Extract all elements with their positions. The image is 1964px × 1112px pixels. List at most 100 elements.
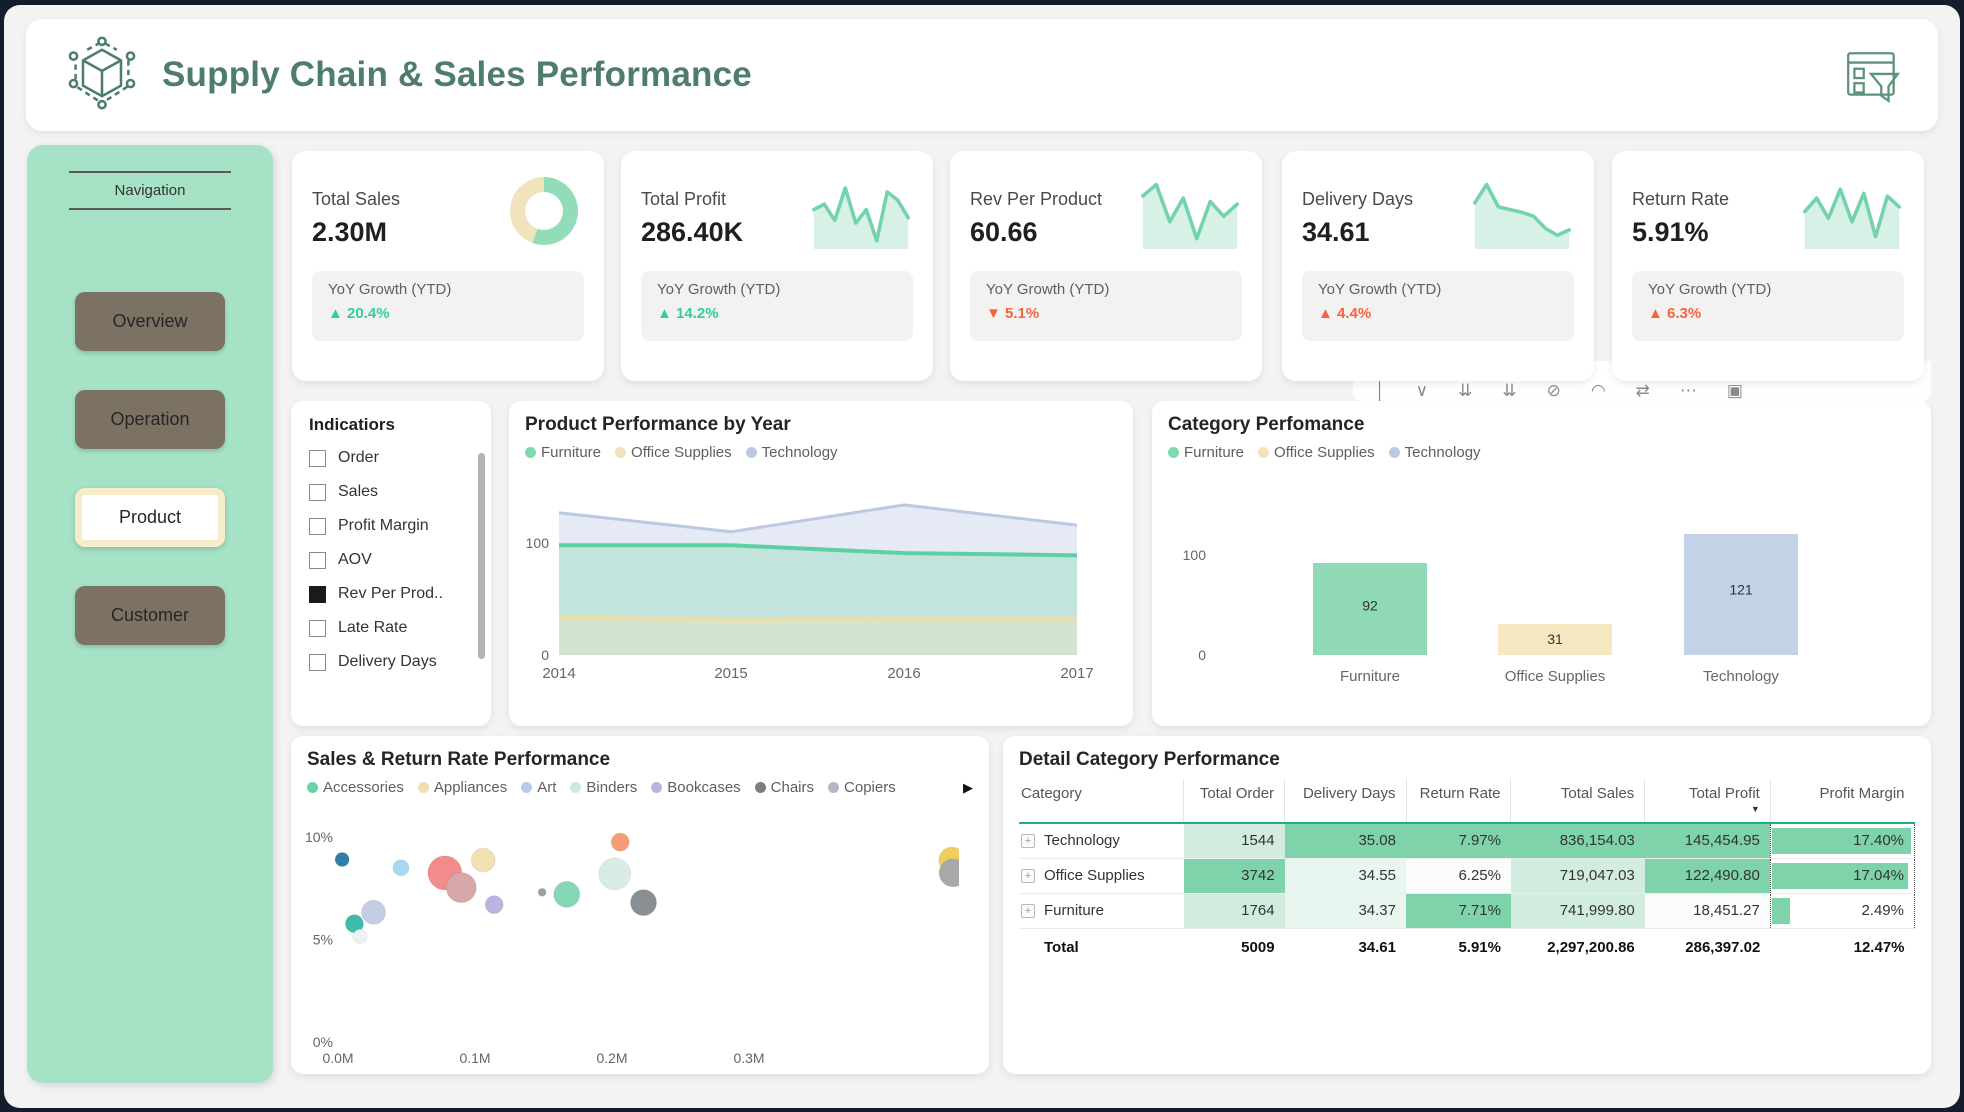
indicator-option-profit-margin[interactable]: Profit Margin [291,509,491,543]
column-header-category[interactable]: Category [1021,785,1082,802]
column-header-delivery-days[interactable]: Delivery Days [1284,779,1406,823]
svg-text:31: 31 [1547,631,1563,647]
svg-text:0.3M: 0.3M [733,1050,764,1066]
legend-item-office-supplies[interactable]: Office Supplies [615,444,732,461]
slicer-scrollbar[interactable] [478,453,485,659]
indicator-option-sales[interactable]: Sales [291,475,491,509]
table-total-row: Total 5009 34.61 5.91% 2,297,200.86 286,397.0… [1019,927,1915,966]
profit-margin-data-bar [1771,897,1791,924]
legend-label: Office Supplies [1274,444,1375,461]
kpi-label: Total Sales [312,189,401,209]
sidebar-item-customer[interactable]: Customer [75,586,225,645]
kpi-info: Total Sales 2.30M [312,175,400,255]
comment-icon[interactable]: ◠ [1590,381,1606,400]
value-cell: 34.37 [1284,893,1406,929]
indicators-title: Indicatiors [309,415,395,434]
kpi-info: Return Rate 5.91% [1632,175,1729,255]
indicator-option-aov[interactable]: AOV [291,543,491,577]
legend-item-binders[interactable]: Binders [570,779,637,796]
legend-item-furniture[interactable]: Furniture [525,444,601,461]
svg-text:100: 100 [526,535,550,551]
indicator-label: Rev Per Prod.. [338,585,443,602]
svg-text:0: 0 [541,647,549,663]
legend-item-bookcases[interactable]: Bookcases [651,779,741,796]
yoy-growth-pill: YoY Growth (YTD) ▲ 20.4% [312,271,584,341]
checkbox-icon[interactable] [309,517,326,535]
supply-network-cube-icon [64,35,140,116]
legend-item-appliances[interactable]: Appliances [417,779,507,796]
more-options-icon[interactable]: ⋯ [1679,381,1697,400]
checkbox-icon[interactable] [309,551,326,569]
category-cell: + Technology [1019,822,1184,859]
svg-text:0: 0 [1198,647,1206,663]
focus-mode-icon[interactable]: ▣ [1726,381,1743,400]
divider [69,208,231,210]
checkbox-icon[interactable] [309,449,326,467]
profit-margin-data-bar [1771,862,1908,889]
category-cell-content: + Office Supplies [1021,867,1174,884]
sidebar-item-product[interactable]: Product [75,488,225,547]
bar-chart: 92 Furniture 31 Office Supplies 121 Technolog… [1152,461,1931,702]
legend-label: Copiers [844,779,896,796]
category-name: Office Supplies [1044,867,1145,884]
legend-item-office-supplies[interactable]: Office Supplies [1258,444,1375,461]
indicator-option-rev-per-prod-[interactable]: Rev Per Prod.. [291,577,491,611]
pin-visual-icon[interactable]: ⊘ [1546,381,1561,400]
checkbox-icon[interactable] [309,653,326,671]
checkbox-checked-icon[interactable] [309,585,326,603]
column-header-total-order[interactable]: Total Order [1183,779,1285,823]
legend-dot [651,782,663,793]
go-to-next-level-icon[interactable]: ⇊ [1458,381,1473,400]
checkbox-icon[interactable] [309,483,326,501]
kpi-sparkline-chart [1800,175,1904,255]
indicator-option-late-rate[interactable]: Late Rate [291,611,491,645]
indicator-label: Sales [338,483,379,500]
dashboard-header: Supply Chain & Sales Performance [26,19,1938,131]
legend-item-technology[interactable]: Technology [745,444,838,461]
legend-dot [1258,447,1270,458]
legend-item-furniture[interactable]: Furniture [1168,444,1244,461]
sort-descending-icon: ▼ [1750,804,1760,814]
sidebar-item-operation[interactable]: Operation [75,390,225,449]
category-performance-panel: Category Perfomance Furniture Office Supp… [1152,401,1931,726]
expand-row-icon[interactable]: + [1021,903,1035,918]
column-header-total-sales[interactable]: Total Sales [1510,779,1645,823]
report-filter-icon[interactable] [1842,45,1904,112]
column-header-profit-margin[interactable]: Profit Margin [1769,779,1915,823]
indicator-label: AOV [338,551,372,568]
profit-margin-cell: 17.40% [1769,822,1916,859]
legend-item-copiers[interactable]: Copiers [828,779,896,796]
indicator-option-order[interactable]: Order [291,441,491,475]
indicator-option-delivery-days[interactable]: Delivery Days [291,645,491,679]
share-icon[interactable]: ⇄ [1635,381,1650,400]
legend-dot [521,782,533,793]
kpi-sparkline-chart [1138,175,1242,255]
value-cell: 7.71% [1406,893,1511,929]
column-header-total-profit[interactable]: Total Profit ▼ [1644,779,1771,823]
checkbox-icon[interactable] [309,619,326,637]
expand-row-icon[interactable]: + [1021,868,1035,883]
legend-label: Office Supplies [631,444,732,461]
navigation-label: Navigation [114,182,186,199]
growth-label: YoY Growth (YTD) [1318,281,1442,298]
column-header-return-rate[interactable]: Return Rate [1405,779,1511,823]
legend-scroll-right-icon[interactable]: ▶ [963,779,973,795]
value-cell: 741,999.80 [1510,893,1645,929]
legend-label: Technology [1404,444,1481,461]
svg-text:92: 92 [1362,597,1378,613]
kpi-top: Total Profit 286.40K [641,175,913,255]
drill-up-icon[interactable]: │ [1375,381,1386,400]
svg-text:121: 121 [1729,581,1753,597]
area-chart-title: Product Performance by Year [525,414,791,435]
sidebar-item-overview[interactable]: Overview [75,292,225,351]
value-cell: 836,154.03 [1510,822,1645,859]
expand-row-icon[interactable]: + [1021,833,1035,848]
drill-down-icon[interactable]: ∨ [1415,381,1429,400]
legend-item-chairs[interactable]: Chairs [754,779,814,796]
legend-dot [570,782,582,793]
legend-item-art[interactable]: Art [521,779,556,796]
legend-item-accessories[interactable]: Accessories [307,779,404,796]
expand-all-levels-icon[interactable]: ⇊ [1502,381,1517,400]
navigation-header: Navigation [69,171,231,210]
legend-item-technology[interactable]: Technology [1388,444,1481,461]
